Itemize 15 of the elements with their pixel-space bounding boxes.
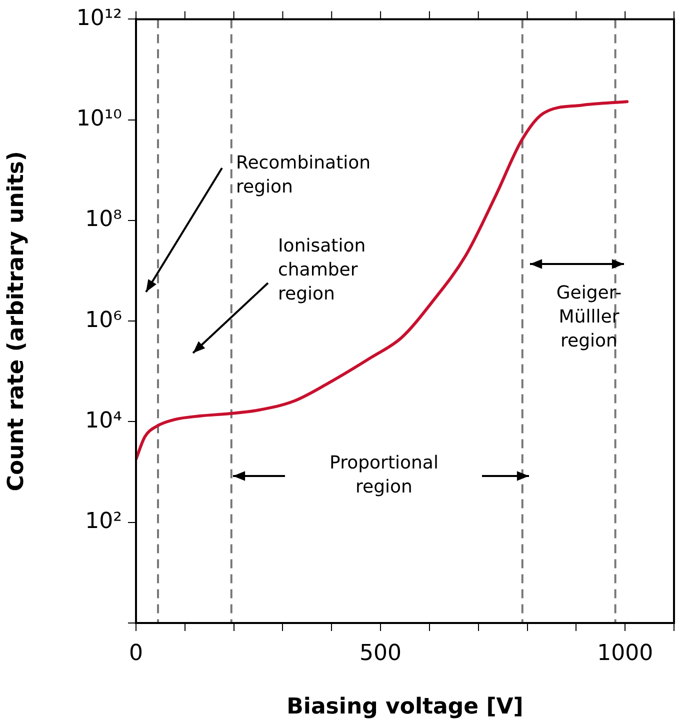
annotation: Proportional region — [330, 452, 438, 498]
x-tick-label: 500 — [360, 640, 402, 666]
y-tick-label: 10⁶ — [85, 308, 122, 333]
y-tick-label: 10¹² — [76, 6, 122, 31]
y-tick-label: 10² — [85, 509, 122, 534]
annotation: Geiger- Mülller region — [556, 282, 622, 352]
x-tick-label: 0 — [129, 640, 143, 666]
y-tick-label: 10⁴ — [85, 408, 122, 434]
annotation: Recombination region — [236, 152, 371, 198]
y-tick-label: 10¹⁰ — [76, 106, 122, 132]
x-tick-label: 1000 — [597, 640, 654, 666]
annotation: Ionisation chamber region — [278, 236, 366, 305]
x-axis-title: Biasing voltage [V] — [286, 694, 524, 720]
y-tick-label: 10⁸ — [85, 207, 122, 232]
y-axis-title: Count rate (arbitrary units) — [4, 151, 29, 492]
